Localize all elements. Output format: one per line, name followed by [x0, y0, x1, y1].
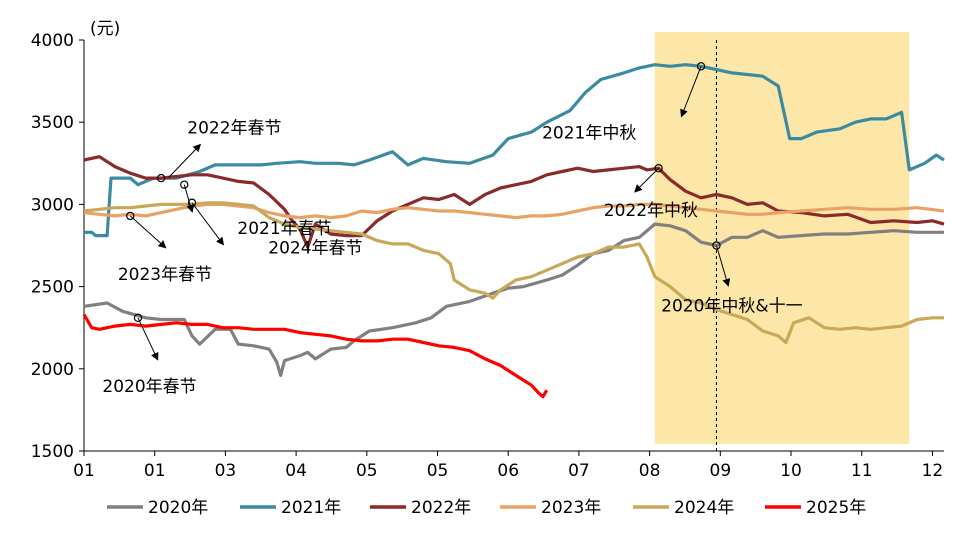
- series-line-5: [83, 201, 944, 345]
- annotation-arrow: [191, 202, 225, 246]
- annotation-point: [654, 164, 663, 173]
- legend-label: 2022年: [411, 498, 471, 518]
- y-tick-label: 3000: [31, 195, 74, 215]
- annotation-point: [696, 62, 706, 71]
- series-line-2: [84, 63, 945, 238]
- annotation-arrow: [168, 143, 202, 178]
- annotation-arrow: [129, 215, 167, 249]
- x-tick-label: 12: [922, 461, 944, 481]
- annotation-label: 2022年春节: [187, 119, 281, 139]
- annotation-point: [180, 180, 189, 189]
- x-tick-label: 06: [497, 461, 519, 481]
- annotation-arrow: [680, 66, 702, 118]
- annotation-arrow: [715, 245, 731, 287]
- annotation-label: 2021年中秋: [542, 124, 636, 144]
- series-line-3: [83, 155, 945, 249]
- y-tick-label: 1500: [31, 442, 74, 462]
- legend-label: 2024年: [674, 498, 734, 518]
- y-tick-label: 3500: [31, 113, 74, 133]
- annotation-point: [126, 211, 135, 221]
- y-tick-label: 2000: [31, 360, 74, 380]
- x-tick-label: 10: [780, 461, 802, 481]
- annotation-label: 2020年春节: [102, 377, 196, 397]
- x-tick-label: 03: [215, 461, 237, 481]
- annotation-label: 2022年中秋: [604, 201, 698, 221]
- y-unit-label: (元): [90, 19, 120, 39]
- x-tick-label: 04: [285, 461, 307, 481]
- x-tick-label: 08: [639, 461, 661, 481]
- x-tick-label: 01: [144, 461, 166, 481]
- legend-label: 2023年: [541, 498, 601, 518]
- series-line-6: [82, 313, 549, 399]
- legend-label: 2025年: [806, 498, 866, 518]
- legend-label: 2020年: [148, 498, 208, 518]
- annotation-point: [156, 173, 166, 183]
- legend: 2020年 2021年 2022年 2023年 2024年 2025年: [107, 498, 866, 518]
- annotation-arrow: [634, 167, 659, 193]
- annotation-point: [187, 198, 197, 207]
- x-tick-label: 05: [356, 461, 378, 481]
- annotation-label: 2020年中秋&十一: [661, 296, 803, 316]
- x-tick-label: 11: [851, 461, 873, 481]
- x-tick-label: 09: [710, 461, 732, 481]
- y-tick-label: 2500: [31, 278, 74, 298]
- annotation-point: [712, 241, 721, 250]
- annotation-arrow: [137, 317, 159, 361]
- x-tick-label: 01: [73, 461, 95, 481]
- series-lines: [82, 63, 945, 399]
- y-tick-label: 4000: [31, 31, 74, 51]
- annotation-label: 2021年春节: [237, 219, 331, 239]
- x-tick-label: 05: [427, 461, 449, 481]
- annotation-label: 2023年春节: [118, 265, 212, 285]
- x-tick-label: 07: [568, 461, 590, 481]
- annotation-point: [133, 313, 143, 323]
- legend-label: 2021年: [281, 498, 341, 518]
- highlight-layer: [654, 32, 910, 451]
- annotation-label: 2024年春节: [268, 239, 362, 259]
